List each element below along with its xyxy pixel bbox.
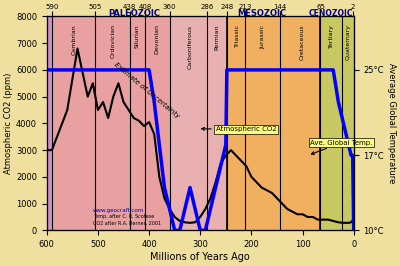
Bar bbox=[47, 16, 52, 230]
Text: Permian: Permian bbox=[215, 24, 220, 50]
Text: Atmospheric CO2: Atmospheric CO2 bbox=[202, 126, 276, 132]
Y-axis label: Average Global Temperature: Average Global Temperature bbox=[387, 63, 396, 184]
Text: CO2 after R.A. Berner, 2001: CO2 after R.A. Berner, 2001 bbox=[93, 221, 161, 226]
Text: CENOZOIC: CENOZOIC bbox=[308, 9, 353, 18]
Text: Tertiary: Tertiary bbox=[329, 24, 334, 48]
Y-axis label: Atmospheric CO2 (ppm): Atmospheric CO2 (ppm) bbox=[4, 73, 13, 174]
Text: Ordovician: Ordovician bbox=[110, 24, 115, 59]
Text: Cambrian: Cambrian bbox=[72, 24, 76, 55]
Text: Silurian: Silurian bbox=[135, 24, 140, 48]
Bar bbox=[130, 16, 145, 230]
Text: PALEOZOIC: PALEOZOIC bbox=[108, 9, 160, 18]
X-axis label: Millions of Years Ago: Millions of Years Ago bbox=[150, 252, 250, 262]
Text: Estimate of Uncertainty: Estimate of Uncertainty bbox=[113, 61, 181, 119]
Bar bbox=[227, 16, 245, 230]
Text: Cretaceous: Cretaceous bbox=[300, 24, 305, 60]
Text: Ave. Global Temp.: Ave. Global Temp. bbox=[310, 140, 373, 154]
Text: Devonian: Devonian bbox=[155, 24, 160, 55]
Text: Temp. after C. R. Scotese: Temp. after C. R. Scotese bbox=[93, 214, 154, 219]
Text: Quaternary: Quaternary bbox=[346, 24, 351, 60]
Text: www.geocraft.com: www.geocraft.com bbox=[93, 208, 144, 213]
Bar bbox=[145, 16, 170, 230]
Bar bbox=[280, 16, 320, 230]
Text: Jurassic: Jurassic bbox=[260, 24, 265, 49]
Text: Carboniferous: Carboniferous bbox=[188, 24, 192, 69]
Bar bbox=[208, 16, 227, 230]
Bar bbox=[245, 16, 280, 230]
Bar bbox=[342, 16, 354, 230]
Text: Triassic: Triassic bbox=[234, 24, 240, 47]
Bar bbox=[52, 16, 95, 230]
Bar bbox=[320, 16, 342, 230]
Text: MESOZOIC: MESOZOIC bbox=[237, 9, 286, 18]
Bar bbox=[170, 16, 208, 230]
Bar bbox=[95, 16, 130, 230]
